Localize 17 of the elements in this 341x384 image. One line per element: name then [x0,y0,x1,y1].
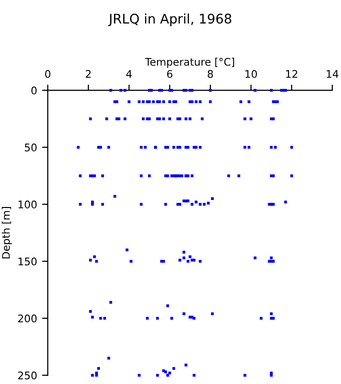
x-tick-label: 2 [86,70,91,78]
y-tick-label: 0 [31,86,37,94]
y-tick-label: 200 [18,314,37,322]
x-tick-label: 14 [326,70,338,78]
y-tick-label: 50 [24,144,37,152]
x-tick-label: 12 [286,70,298,78]
x-tick-label: 8 [208,70,213,78]
y-tick-label: 250 [18,372,37,380]
chart-title: JRLQ in April, 1968 [108,13,232,26]
y-tick-label: 100 [18,200,37,208]
x-tick-label: 4 [126,70,132,78]
y-axis-title: Depth [m] [2,207,12,258]
y-tick-label: 150 [18,258,37,266]
x-tick-label: 10 [246,70,257,78]
x-tick-label: 6 [167,70,172,78]
x-tick-label: 0 [45,70,50,78]
x-axis-title: Temperature [°C] [145,58,234,68]
